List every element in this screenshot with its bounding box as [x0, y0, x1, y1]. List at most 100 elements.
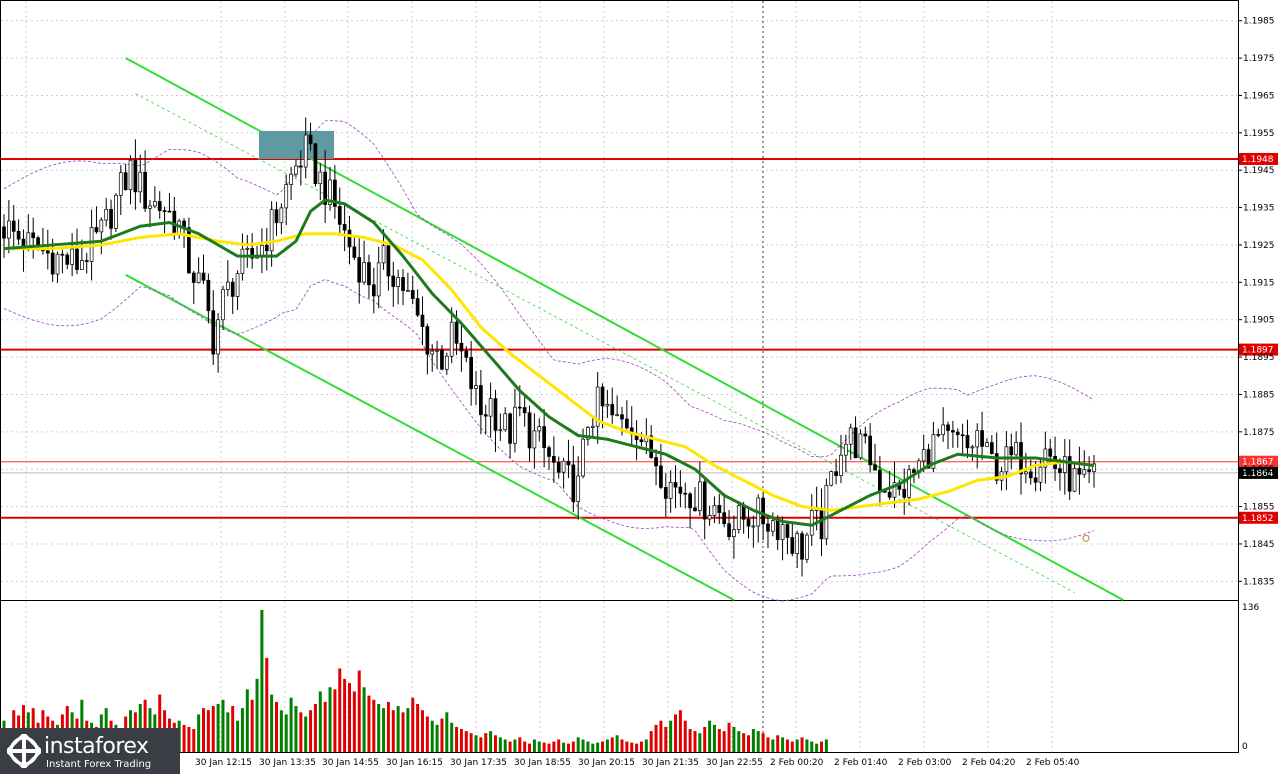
candle-body — [279, 207, 284, 224]
candle-body — [308, 134, 313, 145]
level-price-label: 1.1897 — [1242, 346, 1274, 356]
volume-bar — [552, 741, 556, 752]
envelope-upper — [3, 120, 1095, 458]
candle-body — [668, 482, 673, 499]
volume-bar — [489, 731, 493, 752]
volume-bar — [498, 737, 502, 752]
volume-bar — [455, 726, 459, 752]
candle-body — [659, 465, 663, 488]
candle-body — [191, 272, 196, 283]
y-tick-label: 1.1985 — [1243, 17, 1275, 27]
candle-body — [741, 505, 746, 520]
volume-bar — [435, 724, 439, 752]
volume-bar — [805, 739, 809, 752]
candle-body — [965, 435, 970, 449]
volume-bar — [513, 739, 517, 752]
volume-bar — [479, 737, 483, 752]
candle-body — [717, 505, 722, 514]
candle-body — [892, 482, 897, 498]
volume-bar — [323, 701, 327, 752]
x-tick-label: 30 Jan 16:15 — [386, 758, 443, 768]
x-tick-label: 30 Jan 14:55 — [322, 758, 379, 768]
candle-body — [55, 253, 60, 275]
candle-body — [410, 290, 415, 299]
volume-bar — [815, 743, 819, 752]
candle-body — [84, 260, 89, 262]
volume-bar — [654, 724, 658, 752]
candle-body — [498, 429, 503, 432]
candle-body — [367, 262, 371, 286]
volume-bar — [459, 729, 463, 752]
level-price-box — [1239, 152, 1278, 165]
volume-bar — [187, 726, 191, 752]
candle-body — [873, 464, 877, 471]
candle-body — [960, 434, 965, 437]
volume-bar — [678, 710, 682, 752]
candle-body — [853, 427, 858, 459]
volume-zero-label: 0 — [1242, 742, 1248, 752]
candle-body — [138, 171, 143, 193]
level-price-label: 1.1867 — [1242, 458, 1274, 468]
candle-body — [493, 398, 498, 431]
volume-bar — [776, 735, 780, 752]
volume-bar — [270, 694, 274, 752]
candle-body — [269, 209, 274, 252]
x-tick-label: 30 Jan 13:35 — [259, 758, 316, 768]
candle-body — [678, 486, 683, 494]
x-tick-label: 30 Jan 18:55 — [514, 758, 571, 768]
candle-body — [508, 413, 512, 444]
volume-bar — [785, 739, 789, 752]
candle-body — [834, 471, 838, 476]
candle-body — [1014, 442, 1018, 456]
candle-body — [483, 414, 488, 417]
candle-body — [532, 430, 537, 449]
volume-bar — [158, 694, 162, 752]
candle-body — [707, 514, 712, 520]
volume-bar — [464, 731, 468, 752]
y-tick-label: 1.1925 — [1243, 241, 1275, 251]
level-price-box — [1239, 343, 1278, 356]
candle-body — [581, 438, 585, 477]
candle-body — [600, 386, 605, 407]
channel-lower-line — [125, 273, 735, 601]
candle-body — [454, 321, 459, 344]
candle-body — [318, 171, 323, 185]
candle-body — [99, 219, 104, 233]
volume-bar — [547, 743, 551, 752]
volume-bar — [279, 710, 283, 752]
candle-body — [912, 469, 916, 473]
volume-bar — [352, 691, 356, 752]
volume-bar — [396, 706, 400, 752]
volume-bar — [751, 729, 755, 752]
candle-body — [1067, 456, 1072, 492]
candle-body — [425, 326, 430, 355]
candle-body — [391, 275, 396, 287]
x-tick-label: 30 Jan 17:35 — [450, 758, 507, 768]
volume-bar — [586, 741, 590, 752]
candle-body — [639, 439, 644, 443]
volume-bar — [450, 722, 454, 752]
candle-body — [620, 414, 624, 420]
volume-bar — [576, 737, 580, 752]
y-tick-label: 1.1885 — [1243, 390, 1275, 400]
volume-bar — [528, 743, 532, 752]
volume-bar — [562, 742, 566, 752]
x-tick-label: 30 Jan 12:15 — [195, 758, 252, 768]
candle-body — [167, 210, 172, 213]
candle-body — [663, 487, 668, 499]
candle-body — [1048, 448, 1053, 457]
level-price-box — [1239, 455, 1278, 468]
volume-bar — [669, 720, 673, 752]
candle-body — [921, 449, 926, 462]
volume-bar — [601, 741, 605, 752]
candle-body — [805, 534, 809, 560]
x-tick-label: 30 Jan 22:55 — [706, 758, 763, 768]
candle-body — [595, 386, 600, 427]
candle-body — [625, 418, 629, 429]
candle-body — [586, 427, 590, 440]
volume-bar — [318, 691, 322, 752]
volume-bar — [347, 683, 351, 752]
volume-bar — [377, 703, 381, 752]
candle-body — [542, 426, 546, 448]
